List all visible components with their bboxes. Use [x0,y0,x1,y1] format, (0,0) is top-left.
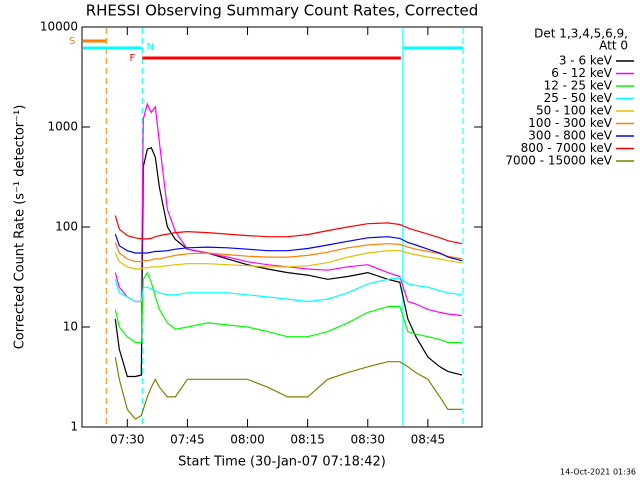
series-line [114,215,463,245]
legend-label: 7000 - 15000 keV [505,154,612,168]
legend-label: 12 - 25 keV [544,79,613,93]
series-line [114,271,462,344]
series-line [114,277,463,303]
y-axis-label: Corrected Count Rate (s⁻¹ detector⁻¹) [13,105,28,350]
series-line [114,250,463,270]
y-tick-label: 100 [55,220,78,234]
legend-label: 100 - 300 keV [528,116,612,130]
series-line [114,102,463,317]
x-tick-label: 08:30 [350,433,385,447]
series-line [114,147,463,378]
series-line [114,356,462,420]
y-tick-label: 10000 [40,20,78,34]
legend-header: Det 1,3,4,5,6,9, [534,27,628,41]
y-tick-label: 1000 [47,120,78,134]
flag-label: F [129,53,135,64]
series-line [114,242,463,263]
series-line [114,233,463,262]
chart-title: RHESSI Observing Summary Count Rates, Co… [86,2,479,20]
x-tick-label: 08:00 [230,433,265,447]
legend-label: 300 - 800 keV [528,129,612,143]
legend-header: Att 0 [599,39,628,53]
legend-label: 50 - 100 keV [536,104,613,118]
x-tick-label: 07:30 [110,433,145,447]
x-tick-label: 08:45 [411,433,446,447]
y-tick-label: 10 [63,320,78,334]
legend-label: 3 - 6 keV [559,54,613,68]
footer: 14-Oct-2021 01:36 [560,468,636,477]
flag-label: S [69,36,75,47]
x-tick-label: 08:15 [290,433,325,447]
y-tick-label: 1 [70,420,78,434]
legend-label: 800 - 7000 keV [521,141,613,155]
x-tick-label: 07:45 [170,433,205,447]
x-axis-label: Start Time (30-Jan-07 07:18:42) [178,455,386,470]
flag-label: N [147,42,154,53]
legend-label: 6 - 12 keV [551,66,613,80]
legend-label: 25 - 50 keV [544,91,613,105]
